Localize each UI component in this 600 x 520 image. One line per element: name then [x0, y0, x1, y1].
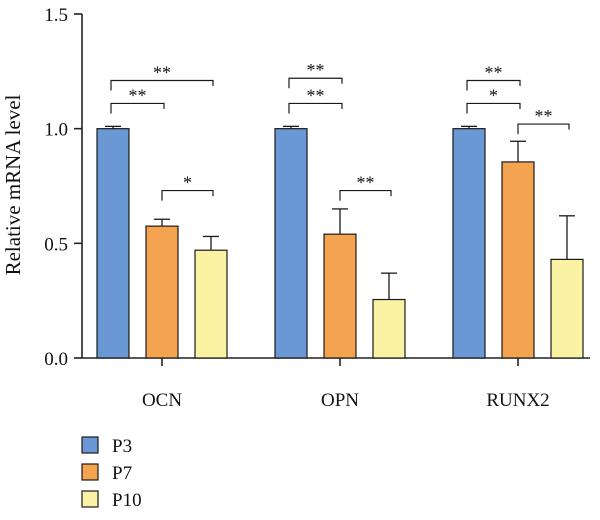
- significance-bracket: [110, 79, 214, 91]
- bar-p3-opn: [274, 128, 308, 359]
- bar-p3-ocn: [96, 128, 130, 359]
- legend: P3 P7 P10: [81, 436, 142, 511]
- significance-bracket: [466, 102, 521, 114]
- y-axis-label: Relative mRNA level: [1, 94, 25, 275]
- bar-p10-runx2: [550, 258, 584, 359]
- bar-p10-ocn: [194, 249, 228, 359]
- significance-bracket: [517, 123, 570, 135]
- x-tick-label: OPN: [321, 390, 359, 411]
- legend-label-p3: P3: [112, 436, 132, 457]
- bar-p7-opn: [323, 233, 357, 359]
- significance-label: **: [357, 173, 375, 193]
- bar-p3-runx2: [452, 128, 486, 359]
- bars: [96, 128, 584, 359]
- y-tick-label: 0.5: [44, 234, 68, 255]
- bar-p10-opn: [372, 298, 406, 359]
- significance-bracket: [110, 102, 165, 114]
- significance-label: **: [485, 63, 503, 83]
- legend-swatch-p10: [81, 490, 99, 508]
- significance-label: **: [307, 60, 325, 80]
- significance-brackets: ****************: [110, 60, 570, 201]
- y-tick-label: 1.0: [44, 120, 68, 141]
- significance-label: *: [183, 173, 192, 193]
- significance-bracket: [288, 102, 343, 114]
- error-bars: [105, 125, 575, 300]
- significance-label: **: [153, 63, 171, 83]
- x-tick-label: RUNX2: [486, 390, 549, 411]
- y-tick-label: 0.0: [44, 349, 68, 370]
- significance-bracket: [466, 79, 521, 91]
- significance-bracket: [288, 77, 343, 89]
- legend-label-p10: P10: [112, 490, 142, 511]
- significance-label: **: [129, 85, 147, 105]
- significance-label: **: [535, 106, 553, 126]
- axis-labels: Relative mRNA level: [1, 94, 25, 275]
- bar-p7-ocn: [145, 225, 179, 359]
- significance-label: **: [307, 85, 325, 105]
- y-tick-label: 1.5: [44, 5, 68, 26]
- significance-bracket: [161, 189, 214, 201]
- bar-p7-runx2: [501, 161, 535, 359]
- significance-label: *: [489, 85, 498, 105]
- legend-swatch-p3: [81, 436, 99, 454]
- legend-swatch-p7: [81, 463, 99, 481]
- legend-label-p7: P7: [112, 463, 132, 484]
- significance-bracket: [339, 189, 392, 201]
- x-tick-label: OCN: [142, 390, 182, 411]
